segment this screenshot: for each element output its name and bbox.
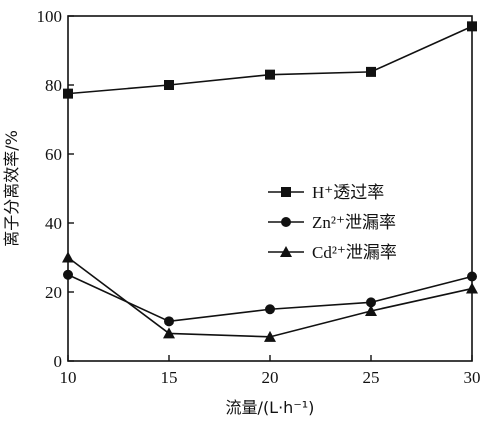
legend-item: Cd²⁺泄漏率 — [268, 243, 397, 262]
y-tick-label: 0 — [54, 352, 63, 371]
y-tick-label: 80 — [45, 76, 62, 95]
x-tick-label: 15 — [161, 368, 178, 387]
x-axis-label: 流量/(L·h⁻¹) — [226, 398, 315, 417]
y-tick-label: 40 — [45, 214, 62, 233]
y-axis-label: 离子分离效率/% — [2, 130, 21, 247]
data-point — [63, 269, 73, 280]
x-tick-label: 25 — [363, 368, 380, 387]
data-point — [265, 69, 275, 80]
data-point — [467, 271, 477, 282]
series-line — [67, 256, 473, 338]
legend-label: H⁺透过率 — [312, 183, 384, 202]
series-line — [67, 25, 473, 95]
legend-item: H⁺透过率 — [268, 183, 384, 202]
data-point — [164, 80, 174, 90]
series-triangle — [62, 251, 478, 342]
data-point — [62, 251, 74, 263]
data-point — [164, 316, 174, 327]
series-circle — [63, 269, 477, 327]
data-point — [466, 282, 478, 294]
y-tick-label: 60 — [45, 145, 62, 164]
series-layer — [62, 21, 478, 342]
legend-label: Cd²⁺泄漏率 — [312, 243, 397, 262]
data-point — [163, 327, 175, 339]
data-point — [366, 297, 376, 308]
data-point — [265, 304, 275, 315]
data-point — [63, 88, 73, 99]
y-tick-label: 100 — [37, 7, 63, 26]
x-tick-label: 20 — [262, 368, 279, 387]
legend-marker — [280, 246, 292, 257]
legend-marker — [281, 217, 291, 227]
legend-marker — [281, 187, 291, 197]
legend: H⁺透过率 Zn²⁺泄漏率 Cd²⁺泄漏率 — [268, 183, 397, 262]
data-point — [467, 21, 477, 32]
data-point — [365, 304, 377, 316]
legend-item: Zn²⁺泄漏率 — [268, 213, 396, 232]
y-tick-label: 20 — [45, 283, 62, 302]
x-tick-label: 10 — [60, 368, 77, 387]
series-square — [63, 21, 477, 99]
x-tick-label: 30 — [464, 368, 481, 387]
axes: 10 15 20 25 30 0 20 40 60 80 100 — [37, 7, 481, 387]
legend-label: Zn²⁺泄漏率 — [312, 213, 396, 232]
series-line — [67, 274, 473, 323]
data-point — [366, 66, 376, 77]
data-point — [264, 330, 276, 342]
